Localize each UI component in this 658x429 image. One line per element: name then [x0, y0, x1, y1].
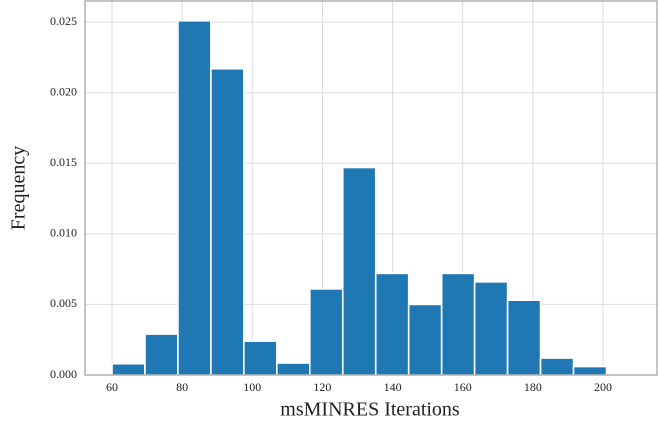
bar — [243, 340, 278, 376]
bar — [473, 281, 509, 376]
bar — [276, 362, 311, 376]
y-tick-label: 0.020 — [50, 84, 77, 98]
x-tick-label: 60 — [106, 380, 118, 394]
x-tick-label: 80 — [176, 380, 188, 394]
y-axis-label: Frequency — [8, 146, 30, 230]
y-tick-label: 0.005 — [50, 296, 77, 310]
bar — [572, 365, 608, 376]
bar — [309, 288, 344, 376]
bar — [177, 19, 212, 376]
y-tick-label: 0.010 — [50, 226, 77, 240]
bar — [506, 299, 542, 376]
bar — [144, 333, 179, 376]
bar — [111, 362, 146, 376]
x-tick-label: 180 — [524, 380, 542, 394]
y-tick-label: 0.025 — [50, 14, 77, 28]
bar — [539, 357, 575, 376]
x-tick-label: 160 — [454, 380, 472, 394]
plot-frame — [84, 0, 658, 376]
x-tick-label: 120 — [313, 380, 331, 394]
x-axis-label: msMINRES Iterations — [280, 399, 460, 421]
x-tick-label: 200 — [594, 380, 612, 394]
y-tick-label: 0.000 — [50, 367, 77, 381]
x-tick-label: 100 — [243, 380, 261, 394]
bar — [440, 272, 476, 376]
bar — [210, 67, 245, 376]
bar — [407, 303, 443, 376]
y-tick-label: 0.015 — [50, 155, 77, 169]
bar — [374, 272, 410, 376]
bar — [341, 166, 377, 376]
x-tick-label: 140 — [384, 380, 402, 394]
